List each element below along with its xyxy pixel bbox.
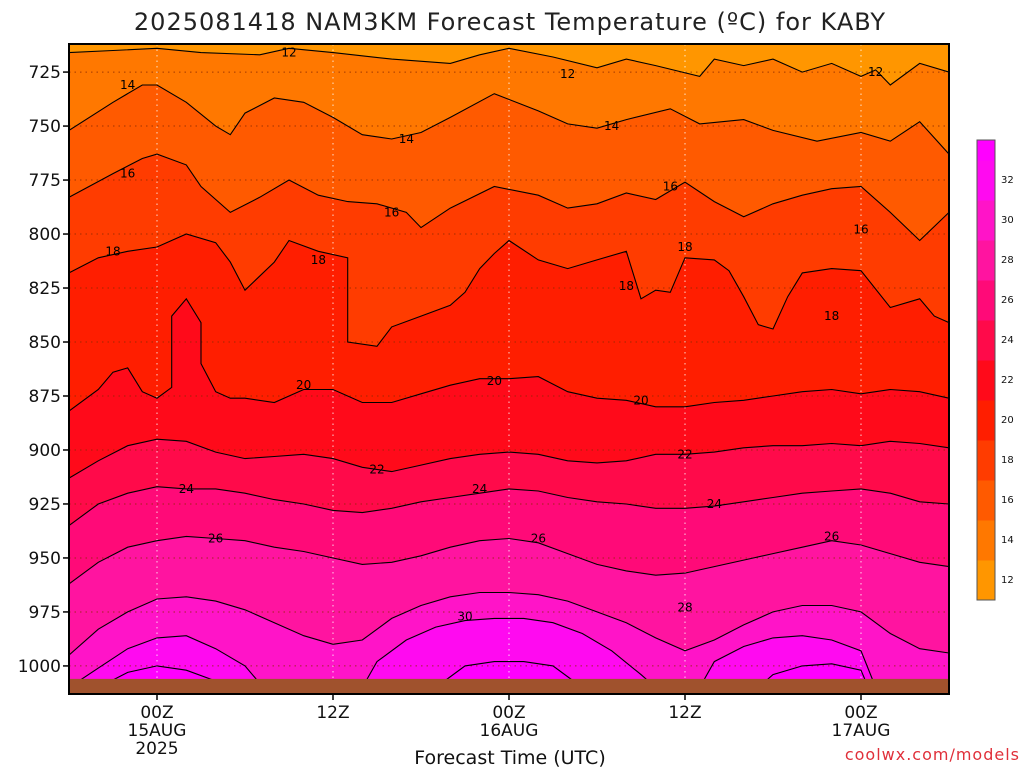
contour-label-16-1: 16 (384, 205, 399, 219)
contour-line-16-2 (69, 153, 949, 242)
colorbar-band-2 (977, 480, 995, 521)
contour-line-30-10 (361, 617, 657, 688)
y-tick-label-725: 725 (29, 63, 61, 83)
contour-line-20-4 (69, 297, 949, 412)
contour-label-24-1: 24 (472, 482, 487, 496)
y-tick-label-800: 800 (29, 225, 61, 245)
contour-label-28-0: 28 (677, 601, 692, 615)
colorbar-tick-12: 12 (1001, 575, 1014, 586)
contour-label-18-1: 18 (311, 253, 326, 267)
contour-label-14-2: 14 (604, 119, 619, 133)
colorbar-tick-30: 30 (1001, 215, 1014, 226)
x-axis-label: Forecast Time (UTC) (414, 747, 605, 768)
y-tick-label-900: 900 (29, 441, 61, 461)
contour-label-24-0: 24 (179, 482, 194, 496)
colorbar-band-10 (977, 160, 995, 201)
credit-text: coolwx.com/models (845, 745, 1020, 764)
contour-line-14-1 (69, 84, 949, 155)
y-tick-label-850: 850 (29, 333, 61, 353)
contour-line-30-9 (69, 635, 261, 688)
contour-label-14-1: 14 (399, 132, 414, 146)
colorbar-band-4 (977, 400, 995, 441)
contour-label-24-2: 24 (707, 497, 722, 511)
contour-line-22-5 (69, 438, 949, 479)
contour-label-20-2: 20 (633, 393, 648, 407)
colorbar-tick-14: 14 (1001, 535, 1014, 546)
contour-line-32-14 (757, 663, 869, 688)
contour-label-18-4: 18 (824, 309, 839, 323)
contour-label-22-1: 22 (677, 447, 692, 461)
contour-label-26-1: 26 (531, 532, 546, 546)
contour-label-12-2: 12 (868, 65, 883, 79)
y-tick-label-975: 975 (29, 603, 61, 623)
contour-label-20-0: 20 (296, 378, 311, 392)
contour-label-20-1: 20 (487, 374, 502, 388)
x-tick-label-48-0: 00Z (844, 703, 877, 723)
contour-line-28-8 (69, 591, 949, 656)
contour-labels: 12 12 12 14 14 14 16 16 16 16 18 18 18 18 18 20 20 20 22 22… (105, 46, 883, 624)
ground-layer (69, 678, 949, 694)
contour-label-22-0: 22 (369, 462, 384, 476)
colorbar-band-1 (977, 520, 995, 561)
y-tick-label-925: 925 (29, 495, 61, 515)
y-tick-label-950: 950 (29, 549, 61, 569)
y-tick-label-1000: 1000 (18, 657, 61, 677)
contour-label-16-3: 16 (853, 223, 868, 237)
x-tick-label-48-1: 17AUG (832, 721, 891, 741)
y-tick-label-750: 750 (29, 117, 61, 137)
colorbar-frame (976, 139, 996, 601)
fill-band-30-10 (362, 618, 656, 694)
colorbar-band-8 (977, 240, 995, 281)
colorbar-band-7 (977, 280, 995, 321)
colorbar-band-5 (977, 360, 995, 401)
contour-line-18-3 (69, 233, 949, 347)
colorbar-band-11 (977, 140, 995, 161)
y-tick-label-775: 775 (29, 171, 61, 191)
contour-line-32-13 (435, 661, 583, 688)
colorbar-tick-24: 24 (1001, 335, 1014, 346)
ground-fill (69, 678, 949, 694)
x-tick-label-24-1: 16AUG (480, 721, 539, 741)
x-tick-label-0-1: 15AUG (128, 721, 187, 741)
y-axis: 725 750 775 800 825 850 875 900 925 950 975 1000 (18, 63, 69, 677)
contour-line-26-7 (69, 535, 949, 585)
colorbar-tick-20: 20 (1001, 415, 1014, 426)
x-tick-label-12-0: 12Z (316, 703, 349, 723)
contour-label-26-0: 26 (208, 532, 223, 546)
colorbar-band-3 (977, 440, 995, 481)
x-tick-label-36-0: 12Z (668, 703, 701, 723)
colorbar-tick-22: 22 (1001, 375, 1014, 386)
colorbar-tick-28: 28 (1001, 255, 1014, 266)
contour-label-18-3: 18 (677, 240, 692, 254)
contour-label-16-2: 16 (663, 180, 678, 194)
colorbar-band-0 (977, 560, 995, 601)
colorbar-tick-26: 26 (1001, 295, 1014, 306)
contour-line-30-11 (699, 635, 877, 688)
x-tick-label-24-0: 00Z (492, 703, 525, 723)
colorbar-band-6 (977, 320, 995, 361)
contour-label-16-0: 16 (120, 167, 135, 181)
colorbar-tick-18: 18 (1001, 455, 1014, 466)
y-tick-label-875: 875 (29, 387, 61, 407)
chart-title: 2025081418 NAM3KM Forecast Temperature (… (134, 8, 886, 36)
contour-label-14-0: 14 (120, 78, 135, 92)
contour-label-18-2: 18 (619, 279, 634, 293)
contour-label-18-0: 18 (105, 244, 120, 258)
contour-label-12-0: 12 (281, 46, 296, 60)
colorbar-tick-16: 16 (1001, 495, 1014, 506)
contour-label-12-1: 12 (560, 67, 575, 81)
contour-label-26-2: 26 (824, 529, 839, 543)
contour-label-30-0: 30 (457, 609, 472, 623)
contour-line-12-0 (69, 47, 949, 86)
colorbar-band-9 (977, 200, 995, 241)
contour-line-24-6 (69, 486, 949, 527)
y-tick-label-825: 825 (29, 279, 61, 299)
x-tick-label-0-2: 2025 (135, 739, 178, 759)
x-tick-label-0-0: 00Z (140, 703, 173, 723)
grid (69, 44, 949, 694)
colorbar-tick-32: 32 (1001, 175, 1014, 186)
colorbar: 12 14 16 18 20 22 24 26 28 30 32 (976, 139, 1014, 601)
